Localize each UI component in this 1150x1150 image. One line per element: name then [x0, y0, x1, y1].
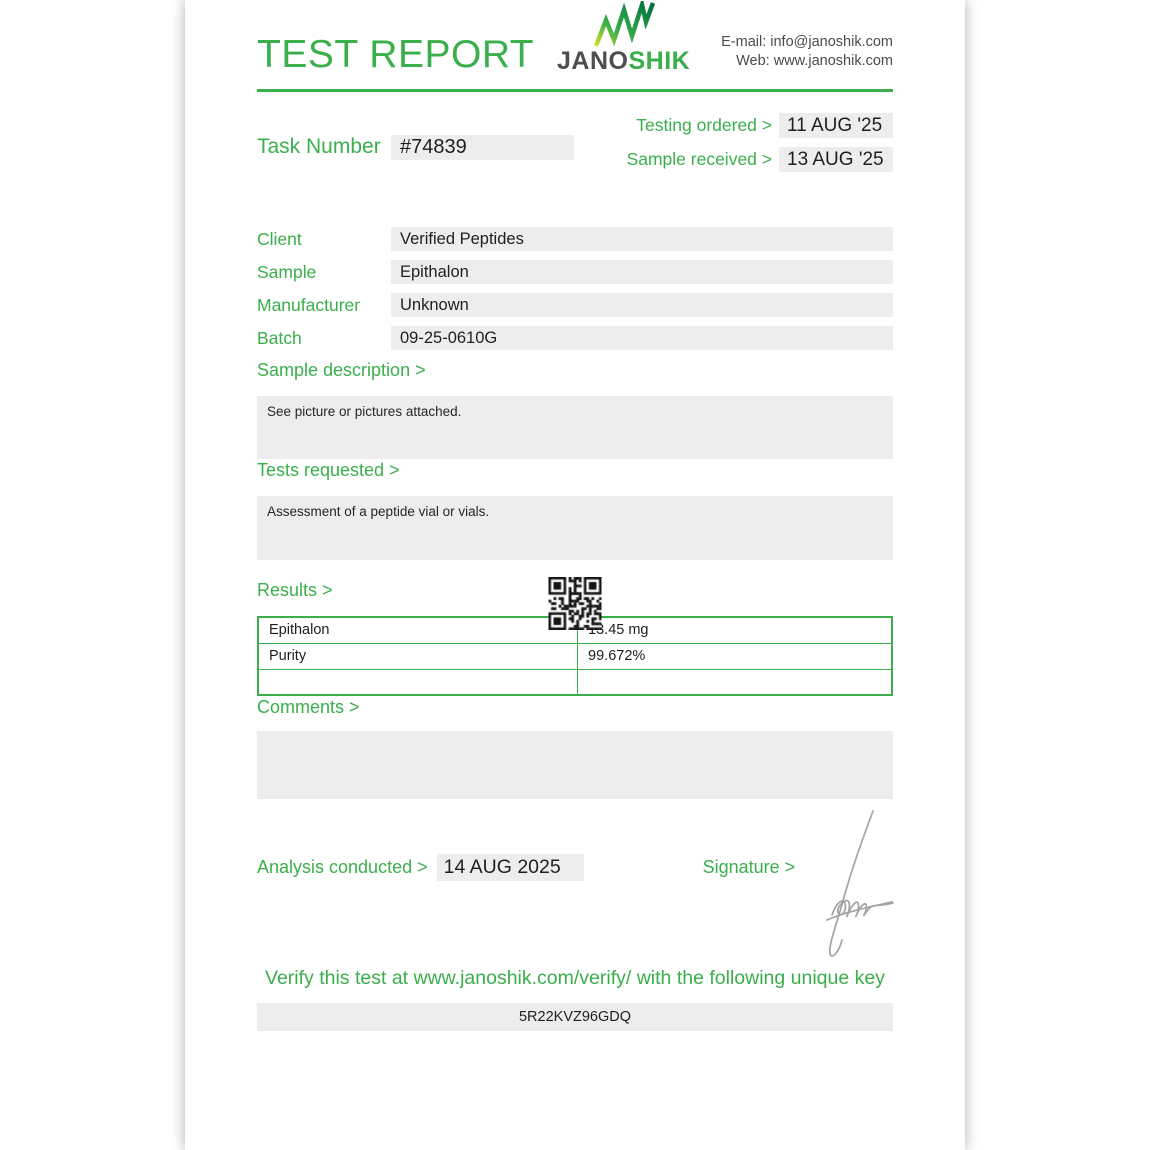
- results-heading: Results >: [257, 580, 333, 600]
- result-name-cell: Epithalon: [257, 616, 579, 644]
- page-title: TEST REPORT: [257, 33, 535, 76]
- analysis-conducted-label: Analysis conducted >: [257, 857, 428, 877]
- janoshik-logo: JANOSHIK: [557, 1, 690, 74]
- table-row: [257, 668, 893, 696]
- field-row-batch: Batch 09-25-0610G: [257, 326, 893, 350]
- results-table: Epithalon 13.45 mg Purity 99.672%: [257, 616, 893, 696]
- email-value: info@janoshik.com: [770, 34, 893, 50]
- logo-wordmark: JANOSHIK: [557, 49, 690, 74]
- dates-group: Testing ordered > 11 AUG '25 Sample rece…: [627, 113, 893, 181]
- task-number-label: Task Number: [257, 135, 381, 158]
- signature-scribble: [826, 810, 894, 957]
- report-header: TEST REPORT JANOSHIK E-mail: info@ja: [257, 0, 893, 74]
- table-row: Purity 99.672%: [257, 642, 893, 670]
- sample-received-value: 13 AUG '25: [779, 147, 893, 172]
- sample-description-heading: Sample description >: [257, 360, 426, 380]
- sample-label: Sample: [257, 261, 317, 282]
- web-value: www.janoshik.com: [773, 53, 893, 69]
- sample-info-fields: Client Verified Peptides Sample Epithalo…: [257, 227, 893, 350]
- sample-description-box: See picture or pictures attached.: [257, 396, 893, 459]
- testing-ordered-row: Testing ordered > 11 AUG '25: [636, 113, 893, 138]
- header-divider: [257, 89, 893, 92]
- tests-requested-heading: Tests requested >: [257, 460, 400, 480]
- results-section: Results >: [257, 577, 893, 630]
- web-label: Web:: [736, 53, 770, 69]
- analysis-signature-row: Analysis conducted > 14 AUG 2025 Signatu…: [257, 810, 894, 957]
- sample-value: Epithalon: [391, 260, 893, 284]
- task-number-value: #74839: [391, 134, 574, 160]
- result-name-cell: Purity: [257, 642, 579, 670]
- verify-key: 5R22KVZ96GDQ: [257, 1003, 893, 1031]
- analysis-date-value: 14 AUG 2025: [436, 854, 584, 881]
- result-name-cell: [257, 668, 579, 696]
- table-row: Epithalon 13.45 mg: [257, 616, 893, 644]
- comments-heading: Comments >: [257, 697, 360, 717]
- field-row-manufacturer: Manufacturer Unknown: [257, 293, 893, 317]
- result-value-cell: 99.672%: [577, 642, 893, 670]
- field-row-sample: Sample Epithalon: [257, 260, 893, 284]
- contact-block: E-mail: info@janoshik.com Web: www.janos…: [721, 33, 893, 74]
- comments-box: [257, 731, 893, 799]
- client-value: Verified Peptides: [391, 227, 893, 251]
- rising-chart-icon: [593, 1, 655, 47]
- tests-requested-box: Assessment of a peptide vial or vials.: [257, 496, 893, 560]
- batch-value: 09-25-0610G: [391, 326, 893, 350]
- field-row-client: Client Verified Peptides: [257, 227, 893, 251]
- verify-instruction: Verify this test at www.janoshik.com/ver…: [265, 967, 885, 989]
- contact-email-line: E-mail: info@janoshik.com: [721, 33, 893, 52]
- result-value-cell: 13.45 mg: [577, 616, 893, 644]
- email-label: E-mail:: [721, 34, 767, 50]
- testing-ordered-label: Testing ordered >: [636, 115, 772, 135]
- batch-label: Batch: [257, 327, 302, 348]
- logo-text-jano: JANO: [557, 47, 629, 75]
- test-report-page: TEST REPORT JANOSHIK E-mail: info@ja: [185, 0, 965, 1150]
- manufacturer-value: Unknown: [391, 293, 893, 317]
- logo-text-shik: SHIK: [628, 47, 691, 75]
- qr-code: [548, 577, 602, 630]
- sample-received-label: Sample received >: [626, 149, 772, 169]
- task-number-group: Task Number #74839: [257, 113, 574, 181]
- contact-web-line: Web: www.janoshik.com: [721, 52, 893, 71]
- signature-label: Signature >: [702, 857, 796, 877]
- result-value-cell: [577, 668, 893, 696]
- sample-received-row: Sample received > 13 AUG '25: [627, 147, 893, 172]
- testing-ordered-value: 11 AUG '25: [779, 113, 893, 138]
- client-label: Client: [257, 228, 302, 249]
- manufacturer-label: Manufacturer: [257, 294, 361, 315]
- meta-row: Task Number #74839 Testing ordered > 11 …: [257, 113, 893, 181]
